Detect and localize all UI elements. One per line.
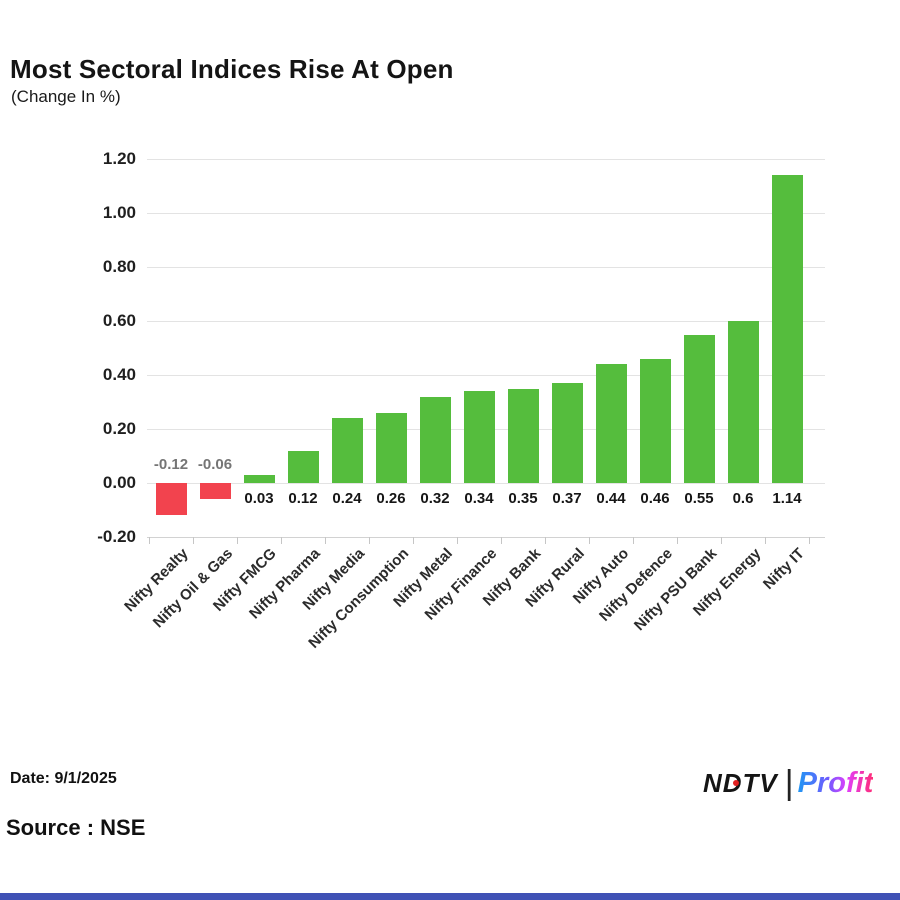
y-axis-tick-label: 0.20 [102, 419, 136, 438]
logo-separator: | [784, 764, 794, 802]
bar-value-label: 0.37 [552, 490, 582, 507]
bar [199, 483, 231, 500]
ndtv-logo-red-dot-icon [733, 779, 739, 786]
gridline [147, 213, 825, 214]
bar [243, 474, 275, 483]
x-axis-tick [721, 537, 722, 544]
bar-value-label: 0.55 [684, 490, 714, 507]
x-axis-tick [457, 537, 458, 544]
profit-logo-text: Profit [797, 766, 874, 799]
chart-title: Most Sectoral Indices Rise At Open [10, 54, 454, 84]
bottom-accent-bar [0, 893, 900, 900]
x-axis-tick [677, 537, 678, 544]
bar-value-label: 0.32 [420, 490, 450, 507]
bar-value-label: 0.44 [596, 490, 626, 507]
y-axis-tick-label: 0.80 [102, 257, 136, 276]
bar [287, 450, 319, 483]
x-axis-tick [589, 537, 590, 544]
bar-value-label: 0.26 [376, 490, 406, 507]
x-axis-tick [809, 537, 810, 544]
gridline [147, 483, 825, 484]
x-axis-tick [369, 537, 370, 544]
x-axis-tick [413, 537, 414, 544]
x-axis-tick [545, 537, 546, 544]
bar [375, 412, 407, 483]
bar [419, 396, 451, 483]
bar-value-label: -0.06 [197, 456, 233, 473]
bar-value-label: -0.12 [153, 456, 189, 473]
ndtv-profit-logo: NDTV | Profit [703, 762, 893, 804]
gridline [147, 321, 825, 322]
x-axis-tick [237, 537, 238, 544]
bar [155, 483, 187, 516]
chart-subtitle: (Change In %) [11, 87, 121, 106]
bar [595, 364, 627, 483]
bar-value-label: 0.03 [244, 490, 274, 507]
bar [771, 175, 803, 483]
bar-value-label: 0.12 [288, 490, 318, 507]
plot-area: 1.20 1.00 0.80 0.60 0.40 0.20 0.00 -0.20 -0.12 Ni… [97, 149, 825, 652]
y-axis-tick-label: 1.20 [102, 149, 136, 168]
bar [727, 321, 759, 483]
ndtv-logo-text: NDTV [703, 767, 778, 798]
y-axis-tick-label: 0.00 [102, 473, 136, 492]
gridline [147, 267, 825, 268]
bar-value-label: 0.35 [508, 490, 538, 507]
y-axis-tick-label: -0.20 [97, 527, 136, 546]
bar [507, 388, 539, 483]
y-axis-tick-label: 0.60 [102, 311, 136, 330]
gridline [147, 375, 825, 376]
date-label: Date: 9/1/2025 [10, 770, 117, 787]
bar [639, 358, 671, 483]
y-axis-tick-label: 0.40 [102, 365, 136, 384]
x-axis-tick [501, 537, 502, 544]
bar [683, 334, 715, 483]
x-axis-tick [281, 537, 282, 544]
bar-value-label: 0.34 [464, 490, 494, 507]
x-axis-tick [193, 537, 194, 544]
bar-value-label: 0.6 [732, 490, 754, 507]
bar [551, 383, 583, 483]
bar-value-label: 1.14 [772, 490, 802, 507]
x-axis-tick [765, 537, 766, 544]
x-axis-tick [325, 537, 326, 544]
y-axis-tick-label: 1.00 [102, 203, 136, 222]
gridline [147, 159, 825, 160]
source-label: Source : NSE [6, 815, 146, 840]
x-axis-tick [149, 537, 150, 544]
x-axis-tick [633, 537, 634, 544]
x-axis-category-label: Nifty IT [760, 545, 809, 593]
bar-value-label: 0.24 [332, 490, 362, 507]
bar [331, 418, 363, 483]
bar-value-label: 0.46 [640, 490, 670, 507]
bar [463, 391, 495, 483]
